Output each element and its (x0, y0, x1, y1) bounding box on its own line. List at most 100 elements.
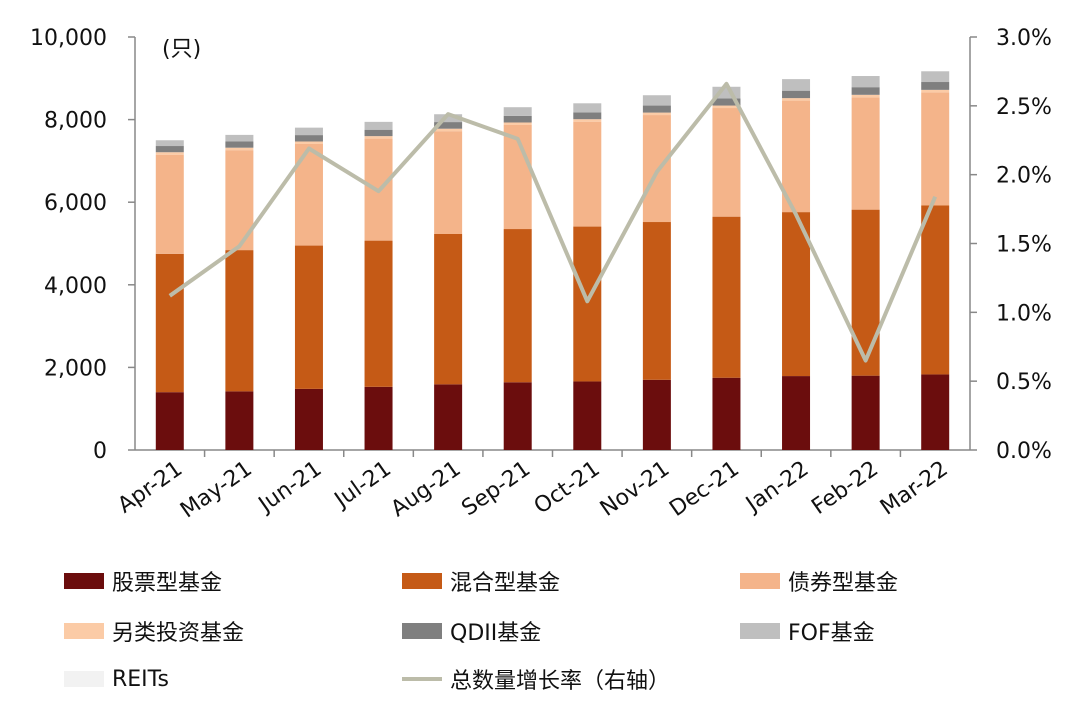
bar-segment (503, 229, 532, 383)
x-tick-label: Nov-21 (596, 456, 674, 521)
y2-tick-label: 0.5% (996, 370, 1052, 395)
bar-segment (155, 253, 184, 393)
y-tick-label: 0 (93, 439, 107, 464)
legend-swatch (64, 623, 104, 639)
legend-label: 债券型基金 (788, 571, 899, 596)
y-tick-label: 2,000 (44, 356, 107, 381)
bar-segment (503, 122, 532, 125)
legend-item-mixed: 混合型基金 (402, 564, 560, 598)
legend-label: FOF基金 (788, 621, 875, 646)
x-tick-label: Oct-21 (530, 456, 605, 519)
legend-label: 混合型基金 (450, 571, 561, 596)
x-tick-label: Aug-21 (387, 456, 466, 522)
legend-item-growth-line: 总数量增长率（右轴） (402, 662, 670, 696)
bar-segment (294, 135, 323, 142)
bar-segment (573, 121, 602, 227)
x-tick-label: Jan-22 (740, 456, 813, 518)
bar-segment (573, 381, 602, 450)
bar-segment (225, 250, 254, 392)
bar-segment (364, 136, 393, 139)
bar-segment (851, 375, 880, 450)
bar-segment (364, 386, 393, 450)
bar-segment (712, 105, 741, 109)
bar-segment (851, 87, 880, 95)
bar-segment (642, 222, 671, 380)
axes (128, 36, 977, 457)
bar-segment (921, 92, 950, 206)
legend-swatch (402, 623, 442, 639)
chart: (只) 0 2,000 4,000 6,000 8,000 10,000 0.0% 0.5% 1… (30, 26, 1052, 523)
x-tick-label: Jun-21 (253, 456, 327, 518)
bar-segment (225, 391, 254, 450)
y-tick-label: 4,000 (44, 274, 107, 299)
y2-tick-label: 0.0% (996, 439, 1052, 464)
bar-segment (782, 98, 811, 101)
bar-segment (712, 108, 741, 217)
growth-line (168, 81, 938, 363)
legend-item-stock: 股票型基金 (64, 564, 222, 598)
legend-item-alternative: 另类投资基金 (64, 614, 244, 648)
bar-segment (294, 141, 323, 144)
legend-swatch (64, 573, 104, 589)
bar-segment (225, 141, 254, 148)
bar-segment (642, 379, 671, 450)
y2-tick-label: 3.0% (996, 26, 1052, 51)
bar-segment (921, 89, 950, 93)
legend-item-bond: 债券型基金 (740, 564, 898, 598)
bar-segment (155, 140, 184, 147)
bar-segment (573, 103, 602, 113)
bar-segment (225, 134, 254, 142)
legend-label: 股票型基金 (112, 571, 223, 596)
bar-segment (712, 216, 741, 378)
bar-segment (155, 146, 184, 153)
bar-segment (712, 98, 741, 106)
bar-segment (782, 79, 811, 91)
bar-segment (155, 392, 184, 450)
bar-segment (642, 112, 671, 116)
bar-segment (434, 234, 463, 385)
bar-segment (921, 205, 950, 375)
bar-segment (851, 97, 880, 210)
bar-segment (921, 71, 950, 83)
bar-segment (225, 147, 254, 151)
bar-segment (573, 112, 602, 120)
legend-swatch (402, 573, 442, 589)
y-tick-label: 6,000 (44, 191, 107, 216)
legend-label: QDII基金 (450, 621, 542, 646)
legend: 股票型基金 混合型基金 债券型基金 另类投资基金 QDII基金 FOF基金 RE… (64, 558, 1064, 698)
legend-item-reits: REITs (64, 662, 169, 696)
bar-segment (503, 115, 532, 123)
bar-segment (434, 122, 463, 129)
bar-segment (573, 226, 602, 382)
bar-segment (642, 95, 671, 106)
bar-segment (294, 245, 323, 389)
bar-segment (921, 82, 950, 90)
bar-segment (851, 209, 880, 376)
bar-segment (712, 86, 741, 99)
bar-segment (434, 114, 463, 123)
bar-segment (573, 119, 602, 122)
x-tick-label: Apr-21 (113, 456, 187, 518)
bar-segment (712, 377, 741, 450)
bar-segment (364, 240, 393, 387)
bar-segment (782, 376, 811, 450)
y2-tick-label: 2.0% (996, 164, 1052, 189)
x-tick-label: Dec-21 (665, 456, 744, 522)
x-tick-label: Jul-21 (329, 456, 396, 513)
x-tick-label: Feb-22 (807, 456, 883, 519)
bar-segment (294, 388, 323, 450)
bar-segment (434, 128, 463, 132)
legend-swatch (740, 573, 780, 589)
legend-swatch (740, 623, 780, 639)
y2-tick-label: 1.5% (996, 233, 1052, 258)
bar-segment (851, 76, 880, 88)
y-tick-label: 8,000 (44, 109, 107, 134)
bar-segment (782, 212, 811, 377)
bar-segment (782, 90, 811, 99)
bar-segment (155, 152, 184, 155)
legend-item-fof: FOF基金 (740, 614, 875, 648)
x-tick-label: Mar-22 (876, 456, 953, 520)
legend-swatch (64, 671, 104, 687)
y2-tick-label: 2.5% (996, 95, 1052, 120)
legend-label: 另类投资基金 (112, 621, 245, 646)
